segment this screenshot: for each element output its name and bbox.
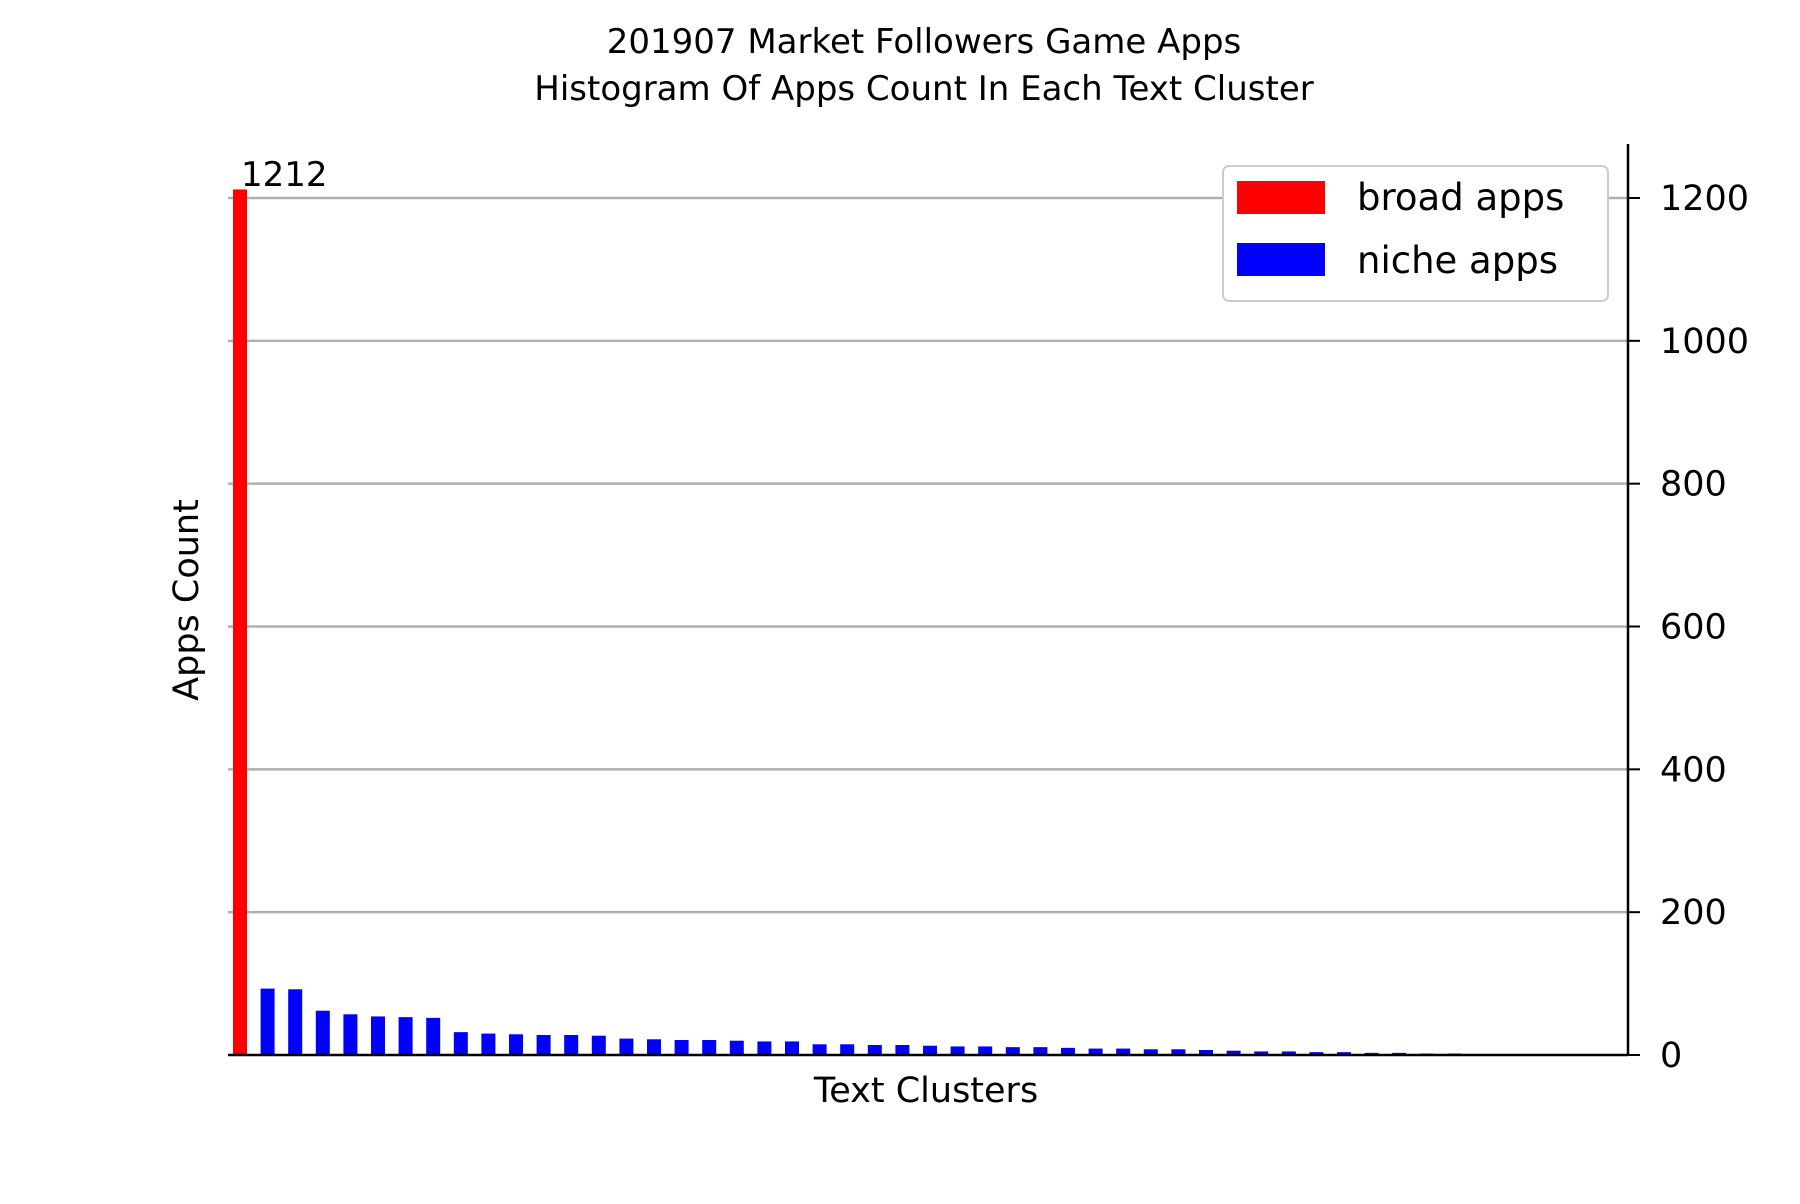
bar-niche-apps (647, 1039, 661, 1055)
bar-niche-apps (481, 1033, 496, 1055)
bar-niche-apps (1309, 1052, 1324, 1055)
bar-niche-apps (1254, 1051, 1269, 1055)
bar-niche-apps (729, 1040, 744, 1055)
legend-swatch-niche-apps (1237, 243, 1325, 276)
bar-niche-apps (978, 1046, 993, 1055)
bar-niche-apps (757, 1041, 772, 1055)
bars (233, 189, 1489, 1055)
y-axis-label: Apps Count (167, 499, 207, 701)
bar-niche-apps (812, 1044, 827, 1055)
y-tick-label: 1000 (1660, 322, 1749, 362)
bar-niche-apps (426, 1017, 441, 1055)
bar-annotation-label: 1212 (241, 155, 328, 195)
bar-niche-apps (702, 1040, 717, 1055)
legend-label-broad-apps: broad apps (1357, 176, 1564, 219)
bar-broad-apps (233, 189, 247, 1055)
bar-niche-apps (371, 1016, 385, 1055)
y-tick-label: 600 (1660, 608, 1727, 648)
bar-niche-apps (315, 1010, 330, 1055)
bar-niche-apps (509, 1034, 523, 1055)
bar-niche-apps (1337, 1052, 1351, 1055)
bar-niche-apps (343, 1014, 358, 1055)
bar-niche-apps (1088, 1048, 1103, 1055)
bar-niche-apps (950, 1046, 965, 1055)
bar-niche-apps (619, 1038, 634, 1055)
legend-swatch-broad-apps (1237, 181, 1325, 214)
bar-niche-apps (564, 1035, 579, 1055)
bar-niche-apps (1116, 1048, 1131, 1055)
bar-niche-apps (398, 1017, 413, 1055)
bar-niche-apps (923, 1045, 937, 1055)
bar-niche-apps (1033, 1047, 1048, 1055)
legend: broad apps niche apps (1222, 165, 1609, 302)
bar-niche-apps (840, 1044, 855, 1055)
bar-niche-apps (1061, 1047, 1075, 1055)
y-tick-label: 0 (1660, 1036, 1682, 1076)
bar-niche-apps (288, 989, 303, 1055)
bar-niche-apps (591, 1035, 606, 1055)
bar-niche-apps (1005, 1047, 1020, 1055)
bar-niche-apps (1281, 1051, 1296, 1055)
chart-title-line2: Histogram Of Apps Count In Each Text Clu… (534, 69, 1313, 109)
y-tick-label: 1200 (1660, 179, 1749, 219)
y-tick-label: 800 (1660, 465, 1727, 505)
bar-niche-apps (1171, 1049, 1186, 1055)
bar-niche-apps (674, 1040, 689, 1055)
bar-niche-apps (453, 1032, 468, 1055)
bar-niche-apps (895, 1045, 910, 1055)
y-tick-label: 200 (1660, 893, 1727, 933)
chart-title-line1: 201907 Market Followers Game Apps (607, 22, 1242, 62)
gridlines (228, 196, 1628, 914)
y-tick-label: 400 (1660, 750, 1727, 790)
x-axis-label: Text Clusters (813, 1071, 1038, 1111)
bar-niche-apps (1199, 1050, 1213, 1055)
bar-niche-apps (785, 1041, 799, 1055)
bar-niche-apps (536, 1035, 551, 1055)
bar-niche-apps (1226, 1050, 1241, 1055)
axes: 0 200 400 600 800 1000 1200 (228, 144, 1749, 1076)
bar-niche-apps (260, 988, 275, 1055)
legend-label-niche-apps: niche apps (1357, 239, 1558, 282)
bar-niche-apps (867, 1045, 882, 1055)
bar-niche-apps (1143, 1049, 1158, 1055)
